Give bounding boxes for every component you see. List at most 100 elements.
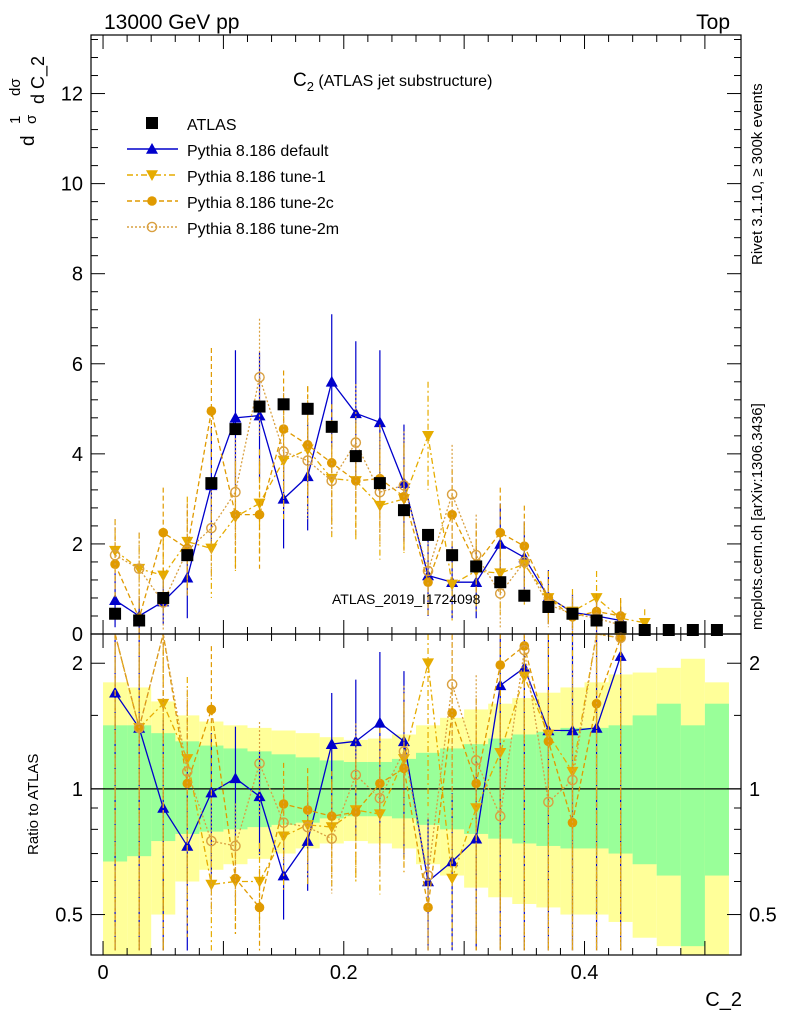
ratio-point [278, 799, 289, 809]
main-y-axis-title: d 1 σ dσ d C_2 [7, 56, 49, 146]
ratio-point [423, 902, 433, 913]
legend-marker [146, 170, 158, 181]
ratio-point [422, 658, 435, 670]
x-tick-label: 0 [97, 962, 108, 984]
main-y-tick-label: 6 [72, 354, 83, 376]
data-point [423, 577, 433, 588]
ratio-series-tune2m [114, 632, 626, 951]
legend-marker [146, 221, 158, 233]
ylabel-dc2: d C_2 [28, 56, 49, 104]
mcplots-label: mcplots.cern.ch [arXiv:1306.3436] [749, 403, 766, 630]
main-y-axis: 0 2 4 6 8 10 12 [61, 35, 741, 646]
ratio-point [543, 796, 554, 808]
ratio-y-tick-label: 1 [72, 779, 83, 801]
atlas-data-point [109, 607, 122, 620]
data-point [495, 527, 506, 538]
ylabel-d-1: d [18, 135, 39, 146]
atlas-data-point [277, 398, 290, 411]
data-point [494, 588, 506, 599]
ylabel-one: 1 [7, 116, 24, 124]
ratio-point [398, 746, 410, 757]
series-line [114, 433, 645, 624]
ratio-point [374, 792, 386, 804]
data-point [254, 371, 265, 383]
band-bin [632, 715, 657, 865]
plot-title-rest: (ATLAS jet substructure) [314, 73, 492, 90]
ratio-y-axis-title: Ratio to ATLAS [25, 754, 42, 855]
data-point [422, 565, 434, 577]
ratio-line [114, 633, 621, 886]
data-point [302, 440, 313, 450]
data-point [470, 549, 482, 561]
legend-entry: Pythia 8.186 tune-2m [127, 221, 339, 238]
legend-label: Pythia 8.186 tune-1 [187, 169, 326, 186]
ratio-point [446, 873, 459, 885]
ratio-point [181, 766, 193, 777]
series-line [114, 374, 621, 626]
main-y-tick-label: 0 [72, 624, 83, 646]
legend-label: Pythia 8.186 tune-2c [187, 195, 334, 212]
ratio-point [230, 840, 241, 852]
atlas-data-point [301, 402, 314, 415]
ratio-panel [91, 658, 741, 955]
main-y-tick-label: 4 [72, 444, 83, 466]
data-point [205, 543, 218, 555]
ratio-point [326, 833, 338, 844]
atlas-data-point [542, 600, 555, 613]
rivet-label: Rivet 3.1.10, ≥ 300k events [749, 83, 766, 265]
data-point [325, 375, 338, 387]
atlas-data-point [253, 400, 266, 413]
ratio-point [494, 810, 506, 822]
ratio-point [447, 708, 457, 718]
atlas-data-point [470, 560, 483, 573]
main-y-tick-label: 8 [72, 264, 83, 286]
atlas-data-point [373, 477, 386, 490]
ratio-point [325, 738, 338, 749]
ratio-point [470, 755, 482, 766]
atlas-data-point [325, 420, 338, 433]
ratio-point [230, 873, 241, 884]
band-bin [704, 703, 729, 876]
ylabel-dsigma: dσ [7, 78, 24, 96]
atlas-data-point [422, 528, 435, 541]
data-point [133, 563, 145, 574]
data-point [229, 411, 242, 423]
atlas-data-point [446, 549, 459, 562]
ratio-point [254, 902, 265, 913]
data-point [638, 617, 651, 629]
series-line [114, 410, 621, 621]
atlas-data-point [590, 614, 603, 627]
analysis-watermark: ATLAS_2019_I1724098 [332, 591, 481, 607]
ratio-point [519, 644, 530, 656]
main-series-layer [109, 314, 723, 636]
ratio-point [326, 811, 337, 822]
ratio-point [495, 660, 506, 670]
ratio-point [350, 769, 362, 781]
data-point [302, 455, 313, 466]
ratio-point [302, 821, 313, 833]
atlas-data-point [229, 423, 242, 436]
legend-entry: Pythia 8.186 tune-2c [127, 195, 334, 212]
legend-entry: Pythia 8.186 default [127, 143, 329, 160]
data-point [519, 556, 530, 568]
atlas-data-point [710, 624, 723, 636]
plot-title-main: C [293, 70, 307, 91]
atlas-data-point [662, 624, 675, 636]
data-point [398, 480, 410, 491]
ratio-line [114, 633, 621, 876]
ratio-point [206, 704, 217, 715]
data-point [326, 475, 338, 487]
ratio-point [373, 716, 386, 728]
legend: ATLAS Pythia 8.186 default Pythia 8.186 tu… [127, 117, 339, 238]
data-point [206, 406, 217, 416]
ratio-point [253, 876, 266, 888]
ratio-point [229, 772, 242, 784]
ratio-y-tick-label-right: 2 [749, 653, 760, 675]
ratio-point [205, 879, 218, 891]
plot-title: C2 (ATLAS jet substructure) [293, 70, 492, 94]
atlas-data-point [518, 589, 531, 602]
main-y-tick-label: 2 [72, 534, 83, 556]
ratio-axes: 0.5 0.5 1 1 2 2 0 0.2 0.4 [55, 634, 777, 984]
ratio-point [254, 758, 265, 769]
